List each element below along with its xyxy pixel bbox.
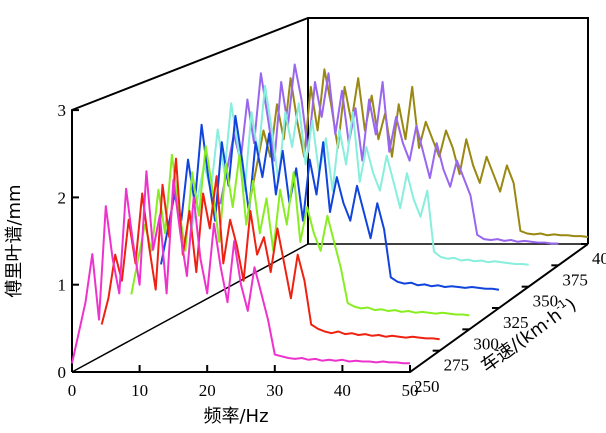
y-tick-label: 1 (58, 276, 67, 295)
z-tick-label: 350 (533, 292, 559, 311)
y-tick-label: 0 (58, 363, 67, 382)
z-tick-label: 400 (592, 249, 606, 268)
z-tick-label: 300 (473, 334, 499, 353)
series-line-250 (71, 170, 410, 365)
series-line-325 (160, 114, 500, 291)
z-tick-label: 325 (503, 313, 529, 332)
series-line-275 (100, 157, 440, 341)
x-tick-label: 0 (68, 381, 77, 400)
z-tick-label: 375 (562, 270, 588, 289)
y-axis-ticks: 0 1 2 3 (58, 101, 79, 382)
series-line-350 (189, 84, 529, 266)
x-axis-ticks: 0 10 20 30 40 50 (68, 365, 419, 400)
x-tick-label: 20 (199, 381, 216, 400)
y-tick-label: 2 (58, 188, 67, 207)
y-axis-title: 傅里叶谱/mm (4, 184, 25, 297)
x-tick-label: 40 (334, 381, 351, 400)
x-tick-label: 30 (266, 381, 283, 400)
series-layer (71, 63, 589, 365)
x-axis-title: 频率/Hz (203, 406, 268, 427)
series-line-375 (219, 63, 559, 245)
y-tick-label: 3 (58, 101, 67, 120)
z-tick-label: 250 (414, 377, 440, 396)
x-tick-label: 50 (402, 381, 419, 400)
z-tick-label: 275 (444, 356, 470, 375)
x-tick-label: 10 (131, 381, 148, 400)
